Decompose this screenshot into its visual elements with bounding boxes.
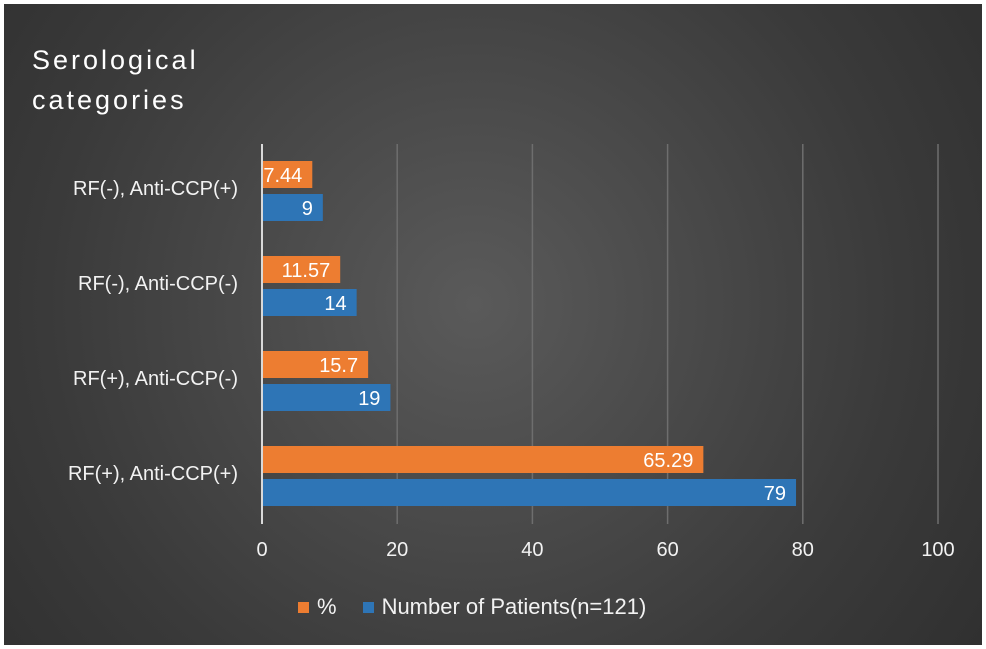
x-tick-label-80: 80 (792, 539, 814, 561)
bar-s1-c2 (262, 289, 357, 316)
bar-s1-c0 (262, 479, 797, 506)
chart-area: Serological categories 0 20 40 60 80 100 RF(+)… (4, 4, 982, 645)
bar-value-label-s1-c2: 14 (324, 293, 346, 315)
bar-s0-c2 (262, 256, 341, 283)
x-tick-label-100: 100 (921, 539, 954, 561)
x-tick-label-40: 40 (521, 539, 543, 561)
bar-s0-c0 (262, 446, 704, 473)
x-tick-label-0: 0 (256, 539, 267, 561)
bar-s1-c1 (262, 384, 391, 411)
x-tick-label-20: 20 (386, 539, 408, 561)
category-label-1: RF(+), Anti-CCP(-) (73, 368, 238, 390)
legend-item-patients: Number of Patients(n=121) (362, 594, 647, 620)
legend-item-percent: % (298, 594, 337, 620)
bar-chart: 0 20 40 60 80 100 RF(+), Anti-CCP(+) 65.29 79 RF(… (68, 144, 955, 561)
bar-value-label-s1-c3: 9 (302, 198, 313, 220)
x-tick-label-60: 60 (656, 539, 678, 561)
bar-value-label-s1-c1: 19 (358, 388, 380, 410)
bar-value-label-s0-c0: 65.29 (643, 450, 693, 472)
bar-value-label-s0-c1: 15.7 (319, 355, 358, 377)
bar-s1-c3 (262, 194, 323, 221)
bar-value-label-s1-c0: 79 (764, 483, 786, 505)
category-label-0: RF(+), Anti-CCP(+) (68, 463, 238, 485)
legend-swatch-patients (362, 601, 374, 613)
legend-label-percent: % (317, 594, 337, 619)
category-label-2: RF(-), Anti-CCP(-) (78, 273, 238, 295)
category-label-3: RF(-), Anti-CCP(+) (73, 178, 238, 200)
bar-value-label-s0-c2: 11.57 (282, 260, 331, 282)
bar-s0-c1 (262, 351, 369, 378)
chart-title: Serological categories (32, 45, 199, 115)
legend: % Number of Patients(n=121) (298, 594, 672, 620)
legend-label-patients: Number of Patients(n=121) (381, 594, 647, 619)
bar-s0-c3 (262, 161, 313, 188)
legend-swatch-percent (298, 601, 309, 613)
bar-value-label-s0-c3: 7.44 (263, 165, 302, 187)
